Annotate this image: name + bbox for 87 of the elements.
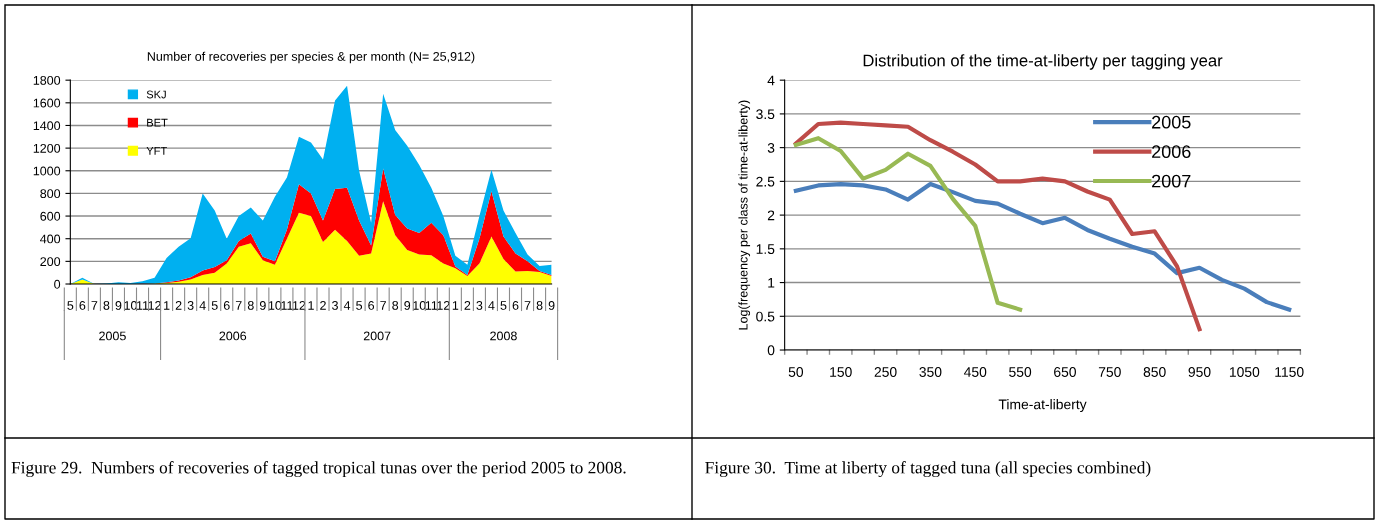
x-tick-label: 4 [488,301,495,310]
x-tick-label: 1 [164,301,170,310]
y-tick-label: 1800 [33,75,61,85]
x-tick-label: 450 [963,367,987,377]
x-tick-label: 3 [332,301,338,310]
y-tick-label: 4 [767,75,775,86]
x-tick-label: 150 [830,367,852,377]
x-tick-label: 250 [874,367,897,377]
x-tick-label: 1 [452,301,459,310]
x-tick-label: 50 [788,367,804,377]
x-tick-label: 550 [1009,367,1032,377]
x-tick-label: 12 [292,301,306,310]
x-tick-label: 950 [1188,367,1211,377]
x-tick-label: 11 [281,301,293,310]
x-tick-label: 10 [268,301,282,310]
x-tick-label: 5 [67,301,74,310]
y-tick-label: 1400 [33,121,61,131]
x-tick-label: 1050 [1229,367,1260,377]
text: 2006 [219,331,247,341]
x-tick-label: 2 [175,301,182,310]
legend-label: 2006 [1152,145,1191,159]
x-axis-title: Time-at-liberty [998,399,1087,413]
x-tick-label: 8 [392,301,399,310]
legend-label: 2007 [1152,174,1191,188]
x-tick-label: 2 [320,301,326,310]
chart-title: Number of recoveries per species & per month (N= 25,912) [147,51,475,64]
x-tick-label: 4 [199,301,206,310]
x-tick-label: 1150 [1275,367,1304,377]
x-tick-label: 1 [308,301,314,310]
x-tick-label: 9 [404,301,411,310]
x-tick-label: 850 [1143,367,1166,377]
legend-label: BET [147,118,168,127]
x-tick-label: 750 [1098,367,1121,377]
x-tick-label: 11 [136,301,149,310]
y-tick-label: 2.5 [756,176,775,187]
x-tick-label: 8 [247,301,254,310]
x-tick-label: 6 [368,301,375,310]
text: 2005 [99,331,126,341]
legend-label: 2005 [1152,115,1191,129]
x-tick-label: 7 [524,301,531,310]
caption: Figure 30. Time at liberty of tagged tuna (all species combined) [705,461,1151,478]
y-tick-label: 600 [40,211,61,221]
legend-label: YFT [146,147,167,155]
text: 2008 [490,331,517,341]
y-tick-label: 0.5 [756,311,775,322]
y-tick-label: 2 [767,210,775,221]
y-tick-label: 0 [54,279,61,289]
x-tick-label: 5 [211,301,218,310]
x-tick-label: 9 [115,301,122,310]
x-tick-label: 2 [464,301,471,310]
y-tick-label: 1000 [33,166,61,176]
x-tick-label: 8 [536,301,543,310]
x-tick-label: 5 [356,301,363,310]
chart-title: Distribution of the time-at-liberty per tagging year [863,54,1223,70]
y-tick-label: 400 [40,234,61,244]
y-tick-label: 3.5 [756,109,775,120]
x-tick-label: 6 [223,301,230,310]
y-tick-label: 1.5 [756,244,775,254]
y-tick-label: 3 [767,142,775,153]
x-tick-label: 7 [91,301,98,310]
x-tick-label: 7 [380,301,386,310]
line-series [793,136,1023,312]
legend-label: SKJ [146,90,166,99]
x-tick-label: 3 [187,301,194,310]
y-tick-label: 800 [40,189,61,199]
x-tick-label: 12 [437,301,450,310]
y-tick-label: 1 [768,278,775,288]
x-tick-label: 7 [235,301,242,310]
x-tick-label: 9 [259,301,266,310]
x-tick-label: 4 [343,301,351,310]
x-tick-label: 650 [1054,367,1076,377]
y-tick-label: 200 [40,257,61,267]
y-tick-label: 1200 [33,143,61,153]
x-tick-label: 350 [919,367,942,377]
y-tick-label: 0 [767,345,775,356]
x-tick-label: 11 [425,301,438,310]
x-tick-label: 3 [476,301,483,310]
y-axis-title: Log(frequency per class of time-at-liberty) [738,100,751,330]
x-tick-label: 9 [548,301,555,310]
caption: Figure 29. Numbers of recoveries of tagged tropical tunas over the period 2005 to 2008. [11,461,626,478]
y-tick-label: 1600 [33,98,61,108]
x-tick-label: 5 [500,301,507,310]
x-tick-label: 10 [413,301,426,310]
text: 2007 [363,331,391,341]
x-tick-label: 6 [79,301,86,310]
x-tick-label: 6 [512,301,519,310]
x-tick-label: 8 [103,301,110,310]
